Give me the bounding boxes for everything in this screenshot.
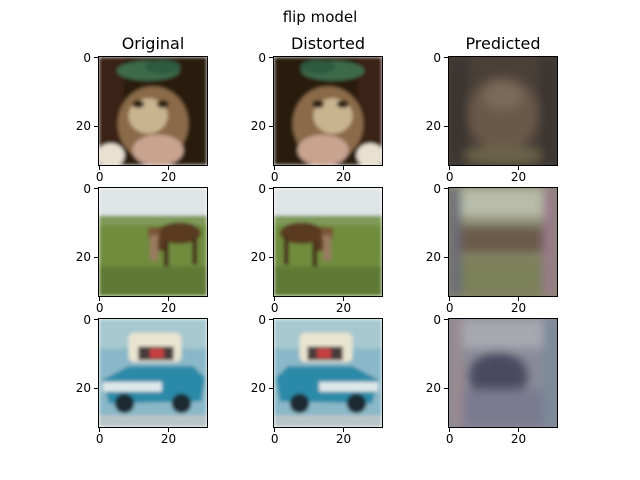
- y-tick-mark: [94, 387, 98, 389]
- x-tick-label: 0: [445, 432, 454, 446]
- x-tick-label: 20: [160, 301, 177, 315]
- y-tick-mark: [444, 256, 448, 258]
- x-tick-mark: [274, 166, 276, 170]
- x-tick-label: 0: [95, 432, 104, 446]
- y-tick-mark: [269, 125, 273, 127]
- x-tick-mark: [167, 428, 169, 432]
- x-tick-label: 20: [510, 170, 527, 184]
- x-tick-label: 0: [95, 301, 104, 315]
- y-tick-mark: [94, 125, 98, 127]
- image-distorted-cat: [273, 56, 383, 166]
- y-tick-label: 20: [75, 381, 91, 396]
- x-tick-label: 20: [160, 432, 177, 446]
- y-tick-mark: [94, 256, 98, 258]
- x-tick-mark: [99, 166, 101, 170]
- x-tick-mark: [449, 297, 451, 301]
- y-tick-label: 0: [258, 50, 266, 65]
- column-title-original: Original: [121, 34, 185, 53]
- x-tick-mark: [167, 166, 169, 170]
- y-tick-mark: [444, 125, 448, 127]
- x-tick-mark: [449, 428, 451, 432]
- y-tick-mark: [444, 319, 448, 321]
- y-tick-mark: [94, 188, 98, 190]
- x-tick-label: 20: [160, 170, 177, 184]
- y-tick-label: 20: [250, 381, 266, 396]
- y-tick-mark: [269, 387, 273, 389]
- x-tick-mark: [449, 166, 451, 170]
- image-distorted-horse: [273, 187, 383, 297]
- x-tick-mark: [342, 297, 344, 301]
- image-distorted-car: [273, 318, 383, 428]
- y-tick-mark: [444, 387, 448, 389]
- x-tick-mark: [167, 297, 169, 301]
- x-tick-mark: [517, 166, 519, 170]
- y-tick-mark: [94, 319, 98, 321]
- y-tick-label: 0: [83, 312, 91, 327]
- image-predicted-cat: [448, 56, 558, 166]
- y-tick-mark: [269, 256, 273, 258]
- x-tick-label: 20: [335, 301, 352, 315]
- y-tick-label: 20: [75, 250, 91, 265]
- column-title-predicted: Predicted: [465, 34, 541, 53]
- y-tick-mark: [269, 188, 273, 190]
- y-tick-label: 0: [258, 312, 266, 327]
- y-tick-label: 20: [250, 250, 266, 265]
- image-original-cat: [98, 56, 208, 166]
- column-title-distorted: Distorted: [290, 34, 365, 53]
- y-tick-mark: [444, 57, 448, 59]
- x-tick-mark: [99, 297, 101, 301]
- x-tick-mark: [274, 297, 276, 301]
- x-tick-mark: [342, 166, 344, 170]
- image-original-car: [98, 318, 208, 428]
- y-tick-mark: [94, 57, 98, 59]
- y-tick-label: 0: [433, 181, 441, 196]
- y-tick-label: 20: [250, 119, 266, 134]
- y-tick-label: 20: [425, 119, 441, 134]
- x-tick-mark: [99, 428, 101, 432]
- y-tick-label: 20: [425, 250, 441, 265]
- figure-suptitle: flip model: [282, 8, 358, 26]
- y-tick-label: 0: [83, 50, 91, 65]
- x-tick-label: 0: [95, 170, 104, 184]
- y-tick-label: 20: [75, 119, 91, 134]
- x-tick-label: 0: [270, 432, 279, 446]
- x-tick-mark: [274, 428, 276, 432]
- y-tick-label: 0: [83, 181, 91, 196]
- y-tick-label: 20: [425, 381, 441, 396]
- y-tick-label: 0: [433, 312, 441, 327]
- x-tick-label: 20: [510, 301, 527, 315]
- x-tick-label: 0: [445, 170, 454, 184]
- image-predicted-car: [448, 318, 558, 428]
- x-tick-label: 20: [335, 432, 352, 446]
- x-tick-label: 0: [270, 301, 279, 315]
- x-tick-mark: [517, 428, 519, 432]
- y-tick-label: 0: [258, 181, 266, 196]
- y-tick-mark: [269, 319, 273, 321]
- x-tick-label: 20: [335, 170, 352, 184]
- x-tick-mark: [517, 297, 519, 301]
- y-tick-mark: [269, 57, 273, 59]
- y-tick-label: 0: [433, 50, 441, 65]
- x-tick-label: 0: [270, 170, 279, 184]
- image-original-horse: [98, 187, 208, 297]
- x-tick-mark: [342, 428, 344, 432]
- x-tick-label: 20: [510, 432, 527, 446]
- image-predicted-horse: [448, 187, 558, 297]
- x-tick-label: 0: [445, 301, 454, 315]
- y-tick-mark: [444, 188, 448, 190]
